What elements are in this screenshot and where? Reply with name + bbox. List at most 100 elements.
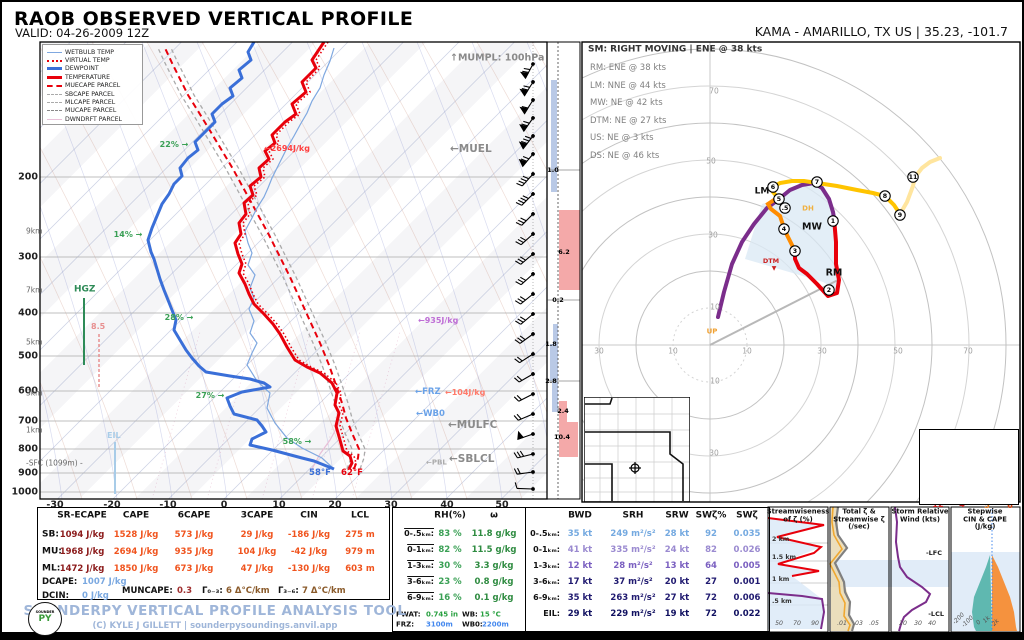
- legend-item: VIRTUAL TEMP: [47, 56, 142, 64]
- omega-value: 3.3 g/kg: [474, 560, 514, 571]
- logo-main-text: PY: [38, 614, 52, 624]
- hodo-motion-line: LM: NNE @ 44 kts: [590, 80, 666, 91]
- panel-tick: .03: [853, 619, 863, 627]
- pressure-label: 400: [18, 307, 38, 319]
- hodo-sm-header: SM: RIGHT MOVING | ENE @ 38 kts: [588, 44, 763, 55]
- rh-annotation: 22% →: [159, 140, 189, 149]
- hodo-stats-box: [919, 429, 1019, 505]
- sounderpy-logo: SOUNDER PY: [28, 602, 62, 636]
- thermo-header: CAPE: [122, 510, 150, 521]
- wind-barb: [516, 172, 535, 187]
- wind-barb: [514, 352, 535, 364]
- shear-value: 0.035: [733, 528, 761, 539]
- rh-annotation: 28% →: [164, 313, 194, 322]
- shear-row-label: EIL:: [543, 609, 560, 618]
- hodo-height-marker: [779, 202, 791, 214]
- bottom-border-band: [2, 632, 1022, 638]
- hodo-height-marker: [811, 176, 823, 188]
- shear-value: 24 kt: [664, 544, 690, 555]
- strip-value: 2.4: [557, 406, 569, 415]
- thermo-value: 104 J/kg: [237, 546, 277, 557]
- strip-value: 1.0: [547, 165, 559, 174]
- panel-title: Streamwise ζ: [833, 515, 885, 524]
- wind-barb: [515, 252, 535, 265]
- wb-label: WB:: [462, 610, 478, 619]
- panel-title: (J/kg): [974, 522, 996, 531]
- panel-title: Wind (kts): [900, 515, 940, 524]
- wind-barb: [515, 192, 535, 206]
- shear-value: 13 kt: [664, 560, 690, 571]
- shear-value: 27 kt: [664, 592, 690, 603]
- panel-tick: 30: [914, 619, 922, 627]
- lapse-3-6-label: Γ₃₋₆:: [278, 585, 299, 596]
- thermo-header: 6CAPE: [177, 510, 211, 521]
- strip-value: 6.2: [558, 247, 570, 256]
- level-annotation: ←WB0: [416, 408, 445, 419]
- shear-value: 0.022: [733, 608, 761, 619]
- shear-value: 263 m²/s²: [610, 592, 656, 603]
- shear-value: 249 m²/s²: [610, 528, 656, 539]
- strip-value: 10.4: [553, 432, 571, 441]
- skewt-legend: WETBULB TEMP VIRTUAL TEMP DEWPOINT TEMPERAT…: [42, 44, 143, 125]
- shear-value: 82: [705, 544, 717, 555]
- hodo-point-label: DH: [802, 204, 814, 213]
- rh-header: RH(%): [434, 510, 466, 521]
- height-label: 7km: [26, 285, 43, 295]
- shear-value: 229 m²/s²: [610, 608, 656, 619]
- legend-line-sample: [47, 75, 62, 79]
- rh-value: 82 %: [438, 544, 462, 555]
- legend-item: SBCAPE PARCEL: [47, 90, 142, 98]
- hodo-motion-line: RM: ENE @ 38 kts: [590, 62, 667, 73]
- hodo-ring-label: 30: [817, 346, 827, 356]
- panel-title: Stepwise: [967, 507, 1003, 516]
- temp-axis-tick: -20: [103, 499, 121, 511]
- hodo-height-marker-label: 1: [830, 217, 836, 225]
- temp-axis-tick: 10: [272, 499, 286, 511]
- thermo-value: 1472 J/kg: [59, 563, 105, 574]
- temp-axis-tick: 50: [495, 499, 509, 511]
- thermo-value: 2694 J/kg: [113, 546, 159, 557]
- hodo-point-label: UP: [706, 327, 718, 336]
- level-annotation: ↑MUMPL: 100hPa: [450, 52, 545, 64]
- strip-value: 0.2: [552, 295, 564, 304]
- thermo-value: -186 J/kg: [287, 529, 331, 540]
- panel-tick: 70: [793, 619, 801, 627]
- level-annotation: ←FRZ: [415, 386, 441, 397]
- rh-value: 30 %: [438, 560, 462, 571]
- legend-item: MLCAPE PARCEL: [47, 98, 142, 106]
- rh-row-label: 3-6ₖₘ:: [407, 577, 434, 586]
- temp-axis-tick: 40: [440, 499, 454, 511]
- hodo-ring-label: 10: [668, 346, 678, 356]
- hodo-height-marker: [823, 284, 835, 296]
- hodo-point-label: ▼: [771, 265, 777, 272]
- panel-title: of ζ (%): [783, 515, 813, 524]
- hodo-height-marker-label: 4: [781, 225, 787, 233]
- shear-header: SWζ%: [695, 510, 727, 521]
- surface-temp-label: 58°F: [309, 467, 331, 478]
- height-label: 9km: [26, 226, 43, 236]
- legend-line-sample: [47, 118, 62, 120]
- thermo-header: SR-ECAPE: [57, 510, 107, 521]
- wind-barb: [513, 467, 535, 475]
- legend-line-sample: [47, 102, 62, 104]
- wind-barb: [515, 232, 535, 246]
- hodo-height-marker: [827, 215, 839, 227]
- pressure-label: 600: [18, 385, 38, 397]
- wb0-label: WB0:: [462, 620, 483, 629]
- strip-value: 2.8: [545, 376, 557, 385]
- hodo-height-marker: [789, 245, 801, 257]
- panel-level-label: -LFC: [925, 548, 942, 557]
- legend-item: TEMPERATURE: [47, 73, 142, 81]
- lapse-0-3-label: Γ₀₋₃:: [202, 585, 223, 596]
- rh-annotation: 27% →: [195, 391, 225, 400]
- shear-value: 35 kt: [567, 592, 593, 603]
- hodo-ring-label: 70: [709, 86, 719, 96]
- height-label: 5km: [26, 337, 43, 347]
- legend-item-label: MUECAPE PARCEL: [65, 82, 121, 90]
- wind-barb: [514, 482, 535, 491]
- thermo-value: 603 m: [345, 563, 375, 574]
- legend-item-label: MUCAPE PARCEL: [65, 107, 117, 115]
- dcin-label: DCIN:: [42, 590, 69, 601]
- temp-axis-tick: -30: [46, 499, 64, 511]
- hodo-height-marker: [773, 193, 785, 205]
